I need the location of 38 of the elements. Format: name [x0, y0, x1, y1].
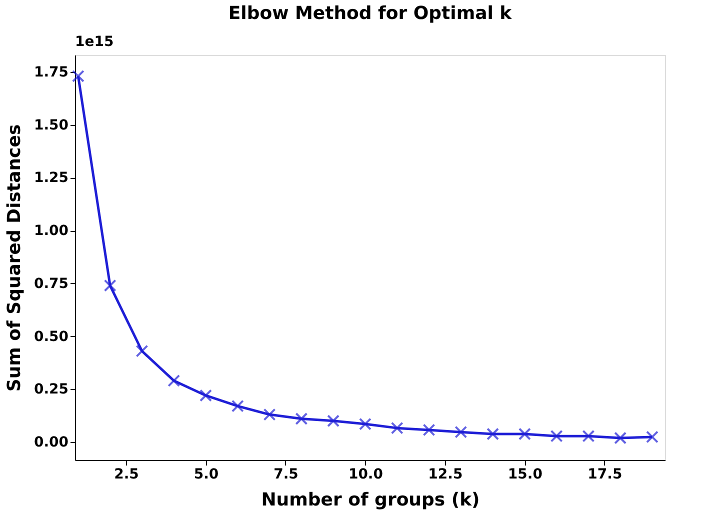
x-tick-label: 2.5 — [114, 466, 139, 482]
point — [136, 344, 148, 358]
y-axis-title: Sum of Squared Distances — [4, 124, 25, 392]
x-axis-title: Number of groups (k) — [261, 490, 480, 510]
point — [263, 408, 276, 421]
point — [518, 428, 531, 440]
point — [358, 418, 372, 430]
x-tick-label: 10.0 — [348, 466, 384, 482]
point — [582, 430, 595, 442]
y-tick-label: 0.25 — [34, 382, 68, 398]
point — [231, 400, 244, 412]
chart-title: Elbow Method for Optimal k — [228, 3, 513, 24]
point — [454, 426, 468, 438]
x-tick-label: 7.5 — [274, 466, 298, 482]
y-tick-label: 0.50 — [34, 328, 69, 345]
y-tick-label: 1.50 — [34, 117, 69, 134]
point — [327, 414, 340, 428]
y-tick-label: 1.00 — [34, 223, 69, 240]
point — [104, 279, 116, 292]
y-tick-label: 0.75 — [34, 276, 68, 292]
point — [390, 422, 404, 434]
point — [295, 412, 308, 426]
x-tick-label: 5.0 — [194, 466, 219, 482]
y-tick-label: 1.75 — [34, 64, 68, 80]
y-tick-label: 0.00 — [34, 434, 69, 451]
point — [168, 374, 180, 387]
point — [486, 428, 500, 440]
point — [200, 389, 212, 402]
x-tick-label: 17.5 — [588, 466, 622, 482]
point — [646, 430, 658, 444]
point — [614, 432, 627, 444]
x-tick-label: 12.5 — [428, 466, 463, 482]
x-tick-label: 15.0 — [508, 466, 543, 482]
text: 1e15 — [75, 34, 114, 50]
point — [422, 424, 436, 436]
point — [550, 430, 563, 442]
point — [72, 70, 84, 82]
y-tick-label: 1.25 — [34, 170, 68, 186]
